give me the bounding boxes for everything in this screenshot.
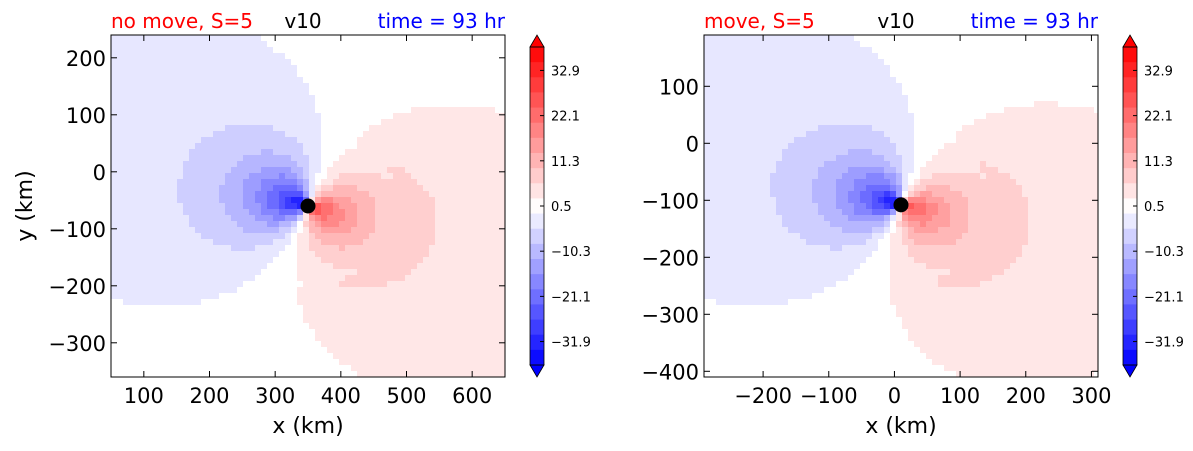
colorbar-band xyxy=(530,274,544,290)
x-tick-label: −200 xyxy=(734,384,792,408)
colorbar-band xyxy=(1123,214,1137,230)
colorbar-band xyxy=(530,138,544,154)
y-tick-label: −200 xyxy=(641,246,699,270)
chart-panel-2: −200 −100 0 100 200 300 100 0 −100 −200 −300 −400 x … xyxy=(641,9,1184,439)
title-left: no move, S=5 xyxy=(111,9,253,33)
x-tick-label: 600 xyxy=(452,384,492,408)
x-tick-label: 100 xyxy=(940,384,980,408)
title-right: time = 93 hr xyxy=(971,9,1099,33)
colorbar-tick-label: −21.1 xyxy=(551,290,591,305)
storm-center-marker xyxy=(301,199,316,214)
colorbar-band xyxy=(1123,123,1137,139)
colorbar-band xyxy=(530,320,544,336)
y-tick-label: −200 xyxy=(48,275,106,299)
colorbar-band xyxy=(1123,92,1137,108)
colorbar-band xyxy=(1123,274,1137,290)
colorbar-band xyxy=(530,259,544,275)
x-tick-label: 100 xyxy=(124,384,164,408)
colorbar: 32.9 22.1 11.3 0.5 −10.3 −21.1 −31.9 xyxy=(530,35,591,377)
x-tick-label: 400 xyxy=(321,384,361,408)
colorbar-tick-label: 0.5 xyxy=(551,200,572,215)
colorbar-band xyxy=(530,123,544,139)
colorbar-band xyxy=(1123,244,1137,260)
colorbar-band xyxy=(1123,320,1137,336)
colorbar-tick-label: −10.3 xyxy=(1144,245,1184,260)
y-tick-label: −300 xyxy=(48,332,106,356)
colorbar-tick-label: 22.1 xyxy=(551,110,580,125)
colorbar-band xyxy=(530,168,544,184)
colorbar-extend-min xyxy=(1123,365,1137,377)
colorbar: 32.9 22.1 11.3 0.5 −10.3 −21.1 −31.9 xyxy=(1123,35,1184,377)
chart-panel-1: 100 200 300 400 500 600 200 100 0 −100 −200 −300 x (… xyxy=(13,9,591,439)
colorbar-band xyxy=(530,289,544,305)
x-tick-label: −100 xyxy=(800,384,858,408)
colorbar-band xyxy=(530,304,544,320)
y-tick-label: 0 xyxy=(93,161,106,185)
colorbar-band xyxy=(1123,77,1137,93)
x-axis-label: x (km) xyxy=(865,414,936,439)
x-tick-label: 200 xyxy=(1006,384,1046,408)
colorbar-tick-label: 32.9 xyxy=(551,64,580,79)
title-left: move, S=5 xyxy=(704,9,815,33)
y-tick-label: −100 xyxy=(48,218,106,242)
colorbar-band xyxy=(1123,47,1137,63)
colorbar-band xyxy=(1123,183,1137,199)
y-axis-label: y (km) xyxy=(13,170,38,241)
y-tick-label: 0 xyxy=(686,132,699,156)
colorbar-extend-max xyxy=(1123,35,1137,47)
colorbar-tick-label: −31.9 xyxy=(1144,336,1184,351)
x-tick-label: 0 xyxy=(888,384,901,408)
colorbar-tick-label: 11.3 xyxy=(551,155,580,170)
colorbar-tick-label: 11.3 xyxy=(1144,155,1173,170)
colorbar-band xyxy=(530,77,544,93)
colorbar-band xyxy=(530,244,544,260)
colorbar-band xyxy=(530,183,544,199)
colorbar-band xyxy=(1123,304,1137,320)
title-center: v10 xyxy=(877,9,914,33)
y-tick-label: −100 xyxy=(641,189,699,213)
colorbar-tick-label: −21.1 xyxy=(1144,290,1184,305)
colorbar-tick-label: 0.5 xyxy=(1144,200,1165,215)
colorbar-band xyxy=(1123,138,1137,154)
colorbar-band xyxy=(530,350,544,366)
colorbar-band xyxy=(1123,229,1137,245)
y-tick-label: 100 xyxy=(659,75,699,99)
x-tick-label: 500 xyxy=(386,384,426,408)
colorbar-band xyxy=(1123,350,1137,366)
y-tick-label: −400 xyxy=(641,360,699,384)
storm-center-marker xyxy=(894,197,909,212)
colorbar-tick-label: 22.1 xyxy=(1144,110,1173,125)
colorbar-band xyxy=(1123,168,1137,184)
y-tick-label: −300 xyxy=(641,303,699,327)
x-tick-label: 300 xyxy=(1071,384,1111,408)
x-tick-label: 300 xyxy=(255,384,295,408)
y-tick-label: 100 xyxy=(66,104,106,128)
title-right: time = 93 hr xyxy=(378,9,506,33)
colorbar-band xyxy=(1123,335,1137,351)
title-center: v10 xyxy=(284,9,321,33)
colorbar-band xyxy=(1123,289,1137,305)
colorbar-extend-max xyxy=(530,35,544,47)
colorbar-band xyxy=(530,335,544,351)
y-tick-label: 200 xyxy=(66,47,106,71)
colorbar-tick-label: 32.9 xyxy=(1144,64,1173,79)
colorbar-tick-label: −10.3 xyxy=(551,245,591,260)
colorbar-band xyxy=(530,229,544,245)
colorbar-band xyxy=(530,92,544,108)
x-tick-label: 200 xyxy=(189,384,229,408)
x-axis-label: x (km) xyxy=(272,414,343,439)
colorbar-extend-min xyxy=(530,365,544,377)
colorbar-band xyxy=(530,214,544,230)
colorbar-band xyxy=(1123,259,1137,275)
colorbar-band xyxy=(530,47,544,63)
colorbar-tick-label: −31.9 xyxy=(551,336,591,351)
